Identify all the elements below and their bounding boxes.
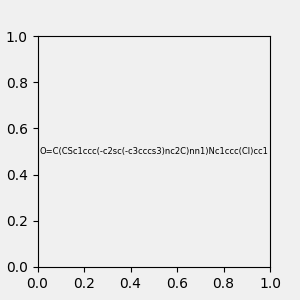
Text: O=C(CSc1ccc(-c2sc(-c3cccs3)nc2C)nn1)Nc1ccc(Cl)cc1: O=C(CSc1ccc(-c2sc(-c3cccs3)nc2C)nn1)Nc1c… xyxy=(39,147,268,156)
